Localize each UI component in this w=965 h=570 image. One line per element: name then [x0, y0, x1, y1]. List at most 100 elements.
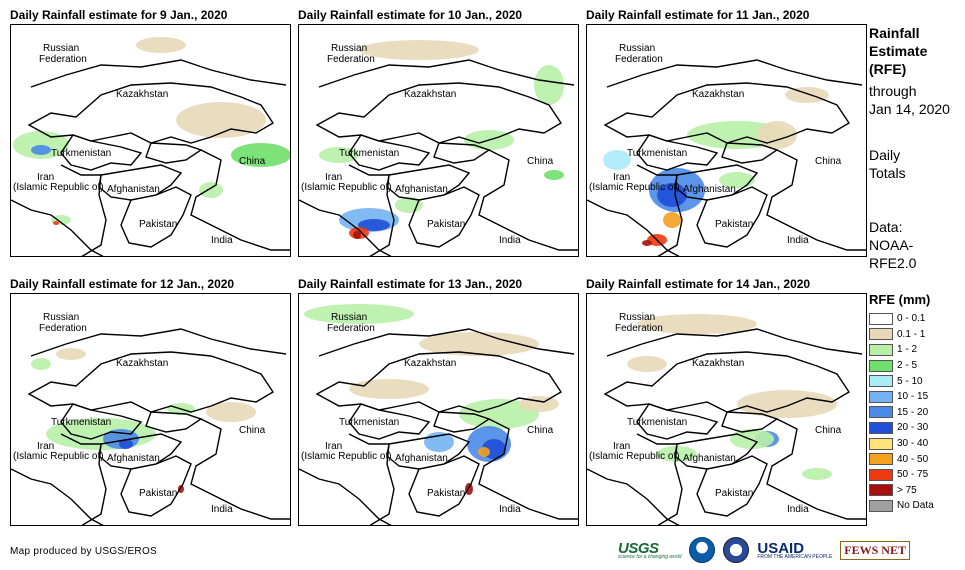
country-border: [60, 433, 107, 525]
country-border: [433, 142, 491, 164]
legend-label: 15 - 20: [897, 406, 929, 418]
rainfall-map: Russian Federation Kazakhstan Turkmenistan I…: [10, 24, 291, 257]
legend-label: 20 - 30: [897, 422, 929, 434]
country-label: Afghanistan: [107, 184, 160, 195]
country-label: (Islamic Republic of): [301, 182, 392, 193]
legend-label: 50 - 75: [897, 469, 929, 481]
country-border: [696, 186, 768, 248]
country-border: [766, 149, 866, 251]
country-label: Kazakhstan: [116, 358, 168, 369]
country-border: [721, 142, 779, 164]
country-label: Russian: [331, 43, 367, 54]
rainfall-map: Russian Federation Kazakhstan Turkmenistan I…: [298, 24, 579, 257]
country-label: China: [815, 425, 842, 436]
panel-title: Daily Rainfall estimate for 12 Jan., 202…: [10, 277, 235, 291]
panel-title: Daily Rainfall estimate for 9 Jan., 2020: [10, 8, 228, 22]
country-border: [60, 134, 143, 171]
legend-label: > 75: [897, 484, 917, 496]
country-label: Turkmenistan: [627, 417, 687, 428]
sidebar-data-3: RFE2.0: [869, 255, 917, 271]
map-panel: Daily Rainfall estimate for 13 Jan., 202…: [298, 277, 579, 526]
legend-label: 30 - 40: [897, 438, 929, 450]
map-panel: Daily Rainfall estimate for 14 Jan., 202…: [586, 277, 867, 526]
dos-seal-icon: [723, 537, 750, 563]
country-border: [348, 403, 431, 440]
country-label: (Islamic Republic of): [13, 182, 104, 193]
country-border: [587, 199, 680, 256]
country-label: Federation: [39, 323, 87, 334]
country-border: [636, 164, 683, 256]
rainfall-map: Russian Federation Kazakhstan Turkmenistan I…: [298, 293, 579, 526]
country-label: Federation: [615, 54, 663, 65]
country-label: Afghanistan: [107, 453, 160, 464]
country-label: China: [527, 425, 554, 436]
country-border: [348, 433, 395, 525]
country-border: [190, 149, 290, 251]
rainfall-patch: [419, 332, 539, 356]
noaa-logo-icon: [689, 537, 716, 563]
country-label: (Islamic Republic of): [589, 451, 680, 462]
legend-title: RFE (mm): [869, 292, 931, 307]
country-border: [120, 455, 192, 517]
country-label: Iran: [325, 441, 342, 452]
legend-swatch: [869, 312, 893, 325]
country-border: [60, 403, 143, 440]
legend-swatch: [869, 468, 893, 481]
legend-swatch: [869, 421, 893, 434]
rainfall-patch: [349, 379, 429, 399]
country-label: Federation: [39, 54, 87, 65]
country-label: India: [787, 504, 809, 515]
country-border: [636, 403, 719, 440]
rainfall-patch: [231, 143, 290, 167]
country-border: [27, 82, 274, 144]
country-border: [299, 199, 392, 256]
map-panel: Daily Rainfall estimate for 10 Jan., 202…: [298, 8, 579, 257]
country-label: Russian: [619, 43, 655, 54]
country-border: [636, 134, 719, 171]
country-label: Turkmenistan: [51, 148, 111, 159]
country-border: [315, 351, 562, 413]
country-label: Pakistan: [427, 488, 465, 499]
sidebar-title-2: Estimate: [869, 43, 928, 59]
country-border: [27, 351, 274, 413]
country-label: Turkmenistan: [339, 148, 399, 159]
rainfall-patch: [637, 314, 757, 334]
legend-item: 30 - 40: [869, 436, 934, 452]
sidebar-title-3: (RFE): [869, 61, 907, 77]
rainfall-patch: [544, 170, 564, 180]
legend-label: 0 - 0.1: [897, 313, 926, 325]
rainfall-patch: [663, 212, 681, 228]
legend-item: 40 - 50: [869, 451, 934, 467]
country-border: [318, 59, 575, 88]
country-border: [386, 433, 471, 470]
usgs-logo-tagline: science for a changing world: [618, 554, 682, 560]
country-label: Kazakhstan: [116, 89, 168, 100]
country-label: (Islamic Republic of): [13, 451, 104, 462]
country-border: [120, 186, 192, 248]
usaid-logo-text: USAID: [757, 540, 805, 557]
usgs-logo: USGS science for a changing world: [618, 540, 681, 560]
sidebar-date: Jan 14, 2020: [869, 101, 950, 117]
country-border: [603, 351, 850, 413]
legend-swatch: [869, 499, 893, 512]
country-label: Turkmenistan: [51, 417, 111, 428]
country-label: Pakistan: [715, 219, 753, 230]
rainfall-patch: [534, 65, 564, 105]
country-label: Afghanistan: [395, 453, 448, 464]
legend-swatch: [869, 484, 893, 497]
rainfall-patch: [358, 219, 390, 231]
country-border: [603, 82, 850, 144]
country-label: Kazakhstan: [404, 89, 456, 100]
legend-item: 1 - 2: [869, 342, 934, 358]
legend-swatch: [869, 343, 893, 356]
legend-item: No Data: [869, 498, 934, 514]
legend-swatch: [869, 359, 893, 372]
country-border: [318, 328, 575, 357]
country-label: Iran: [325, 172, 342, 183]
country-label: Pakistan: [715, 488, 753, 499]
usaid-logo-tagline: FROM THE AMERICAN PEOPLE: [757, 554, 833, 560]
country-border: [433, 411, 491, 433]
legend-item: 2 - 5: [869, 358, 934, 374]
country-label: Iran: [37, 172, 54, 183]
